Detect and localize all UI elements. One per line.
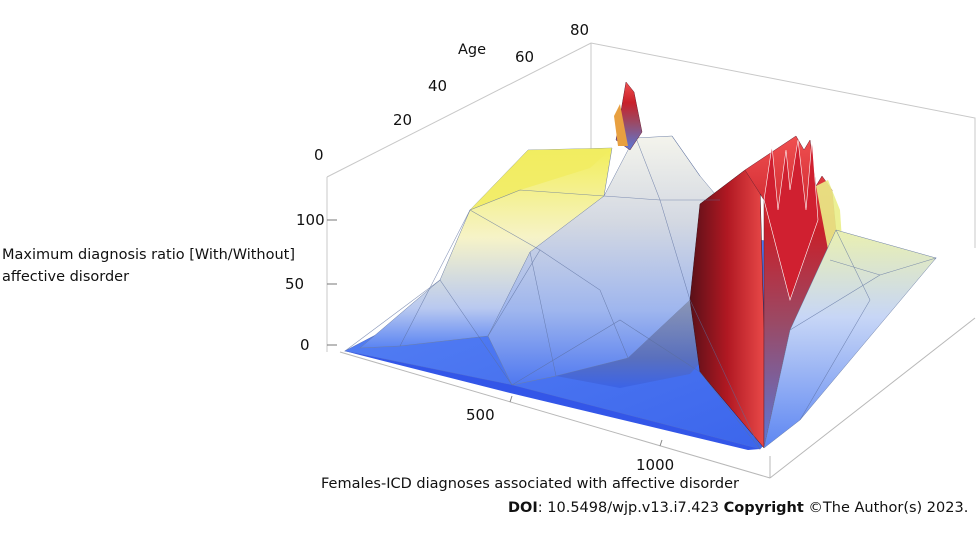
- copyright-label: Copyright: [723, 500, 804, 516]
- doi-label: DOI: [508, 500, 538, 516]
- z-axis-ticks: [327, 219, 337, 346]
- y-tick-label: 0: [314, 146, 324, 164]
- y-tick-label: 80: [570, 21, 589, 39]
- z-tick-label: 50: [285, 275, 304, 293]
- z-axis-label-line2: affective disorder: [2, 269, 130, 285]
- y-axis-label: Age: [458, 42, 487, 58]
- surface-mesh: [344, 135, 937, 450]
- bounding-box-front: [339, 317, 976, 479]
- surface-red-spikes: [763, 139, 819, 302]
- x-axis-label: Females-ICD diagnoses associated with af…: [321, 476, 740, 492]
- z-axis-label-line1: Maximum diagnosis ratio [With/Without]: [2, 247, 296, 263]
- x-axis-ticks: [509, 395, 663, 447]
- surface-ridge-gray-shade: [556, 238, 716, 388]
- y-tick-label: 60: [515, 48, 534, 66]
- surface-right-slope: [763, 229, 937, 449]
- x-tick-label: 500: [466, 406, 495, 424]
- surface-spike-back-tip: [614, 104, 628, 146]
- surface-ridge-yellow: [359, 147, 613, 349]
- z-tick-label: 100: [296, 211, 325, 229]
- z-axis-label: Maximum diagnosis ratio [With/Without] a…: [2, 244, 295, 288]
- y-tick-label: 40: [428, 77, 447, 95]
- copyright-value: ©The Author(s) 2023.: [803, 500, 969, 516]
- z-tick-label: 0: [300, 336, 310, 354]
- y-tick-label: 20: [393, 111, 412, 129]
- surface-ridge-yellow-top: [470, 148, 612, 210]
- surface-floor-near: [345, 351, 760, 450]
- doi-credit-line: DOI: 10.5498/wjp.v13.i7.423 Copyright ©T…: [508, 500, 968, 516]
- doi-value: : 10.5498/wjp.v13.i7.423: [537, 500, 724, 516]
- x-tick-label: 1000: [636, 456, 674, 474]
